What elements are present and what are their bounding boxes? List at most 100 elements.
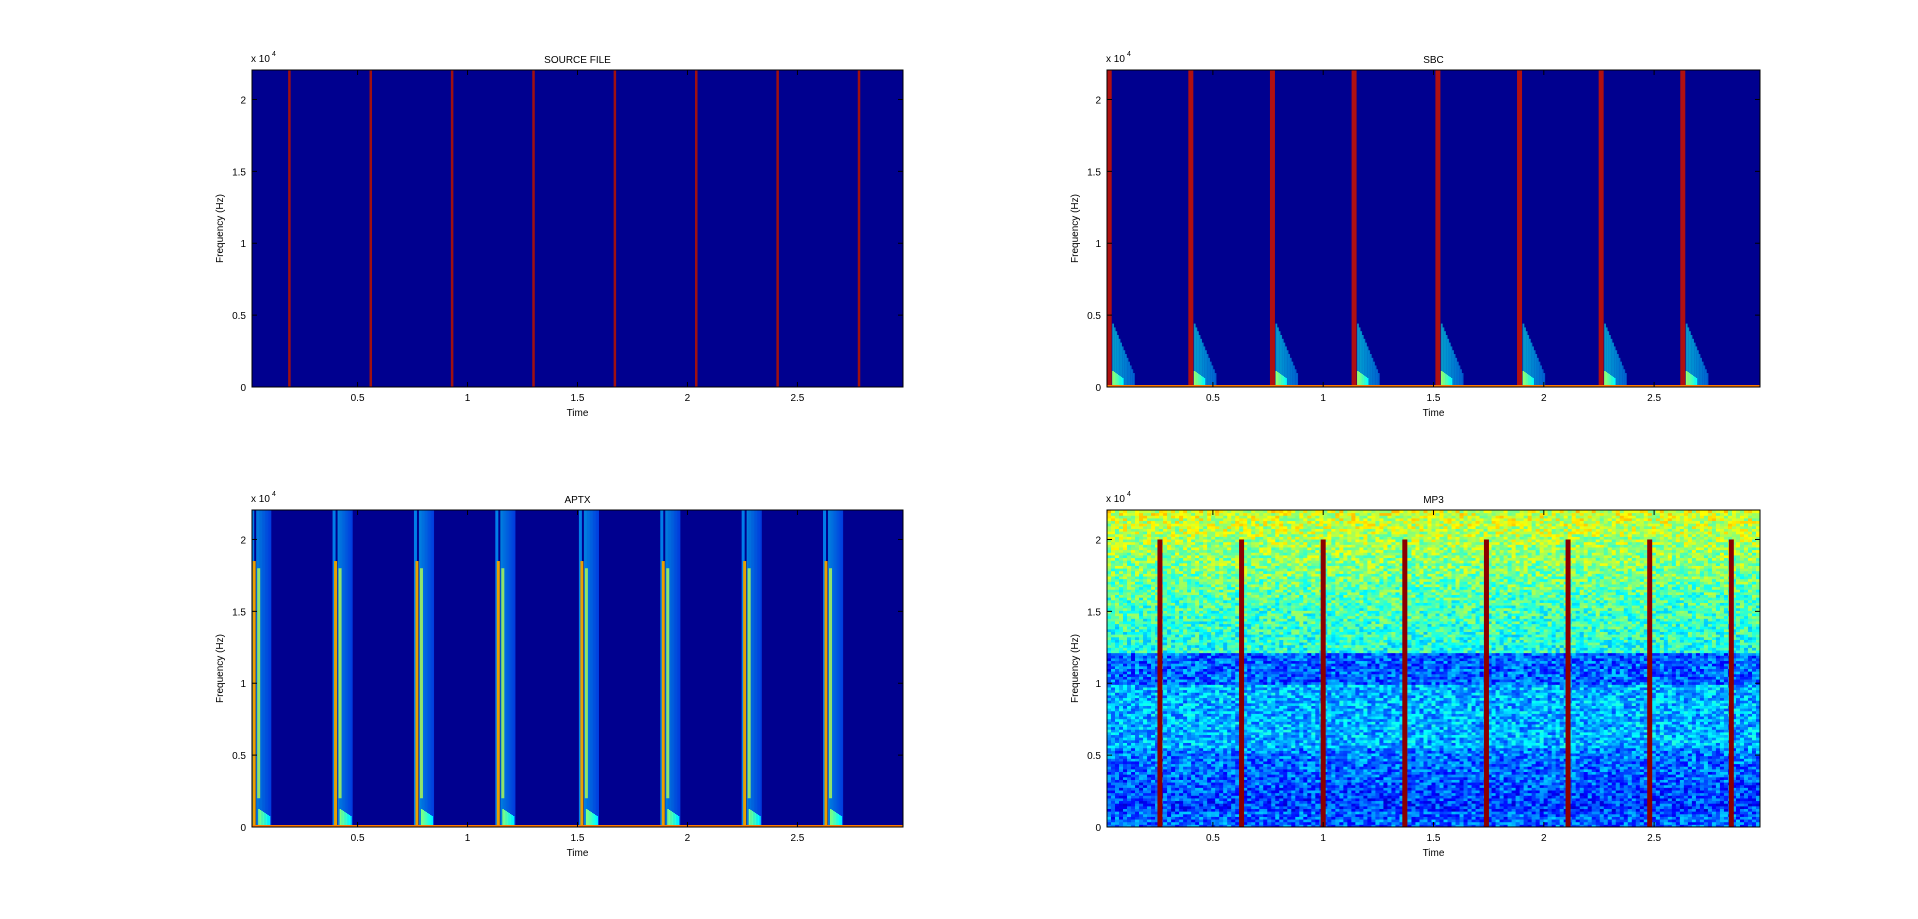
click-line-5 [613, 70, 617, 387]
click-line-3 [450, 70, 454, 387]
click-line-6 [661, 561, 665, 827]
plot-background [1107, 70, 1760, 387]
click-line-3 [1269, 70, 1275, 387]
y-tick-label: 2 [1095, 95, 1101, 106]
y-tick-label: 2 [240, 95, 246, 106]
click-line-4 [1351, 70, 1357, 387]
click-line-2 [1239, 539, 1245, 827]
y-exponent-power: 4 [1127, 51, 1131, 58]
spectrogram-panel-2: 0.5 1 1.5 2 2.5 0 0.5 1 1.5 2 x 10 4 SBC Time Frequenc… [1070, 51, 1761, 419]
x-axis-label: Time [1423, 848, 1445, 859]
y-tick-label: 1.5 [232, 607, 246, 618]
y-exponent-power: 4 [1127, 491, 1131, 498]
x-tick-label: 0.5 [351, 833, 365, 844]
x-tick-label: 2.5 [790, 393, 804, 404]
y-tick-label: 0 [240, 383, 246, 394]
spectrogram-image [252, 70, 903, 387]
y-tick-label: 0.5 [232, 311, 246, 322]
click-line-1 [1157, 539, 1163, 827]
x-tick-label: 1 [465, 833, 471, 844]
click-line-6 [1517, 70, 1523, 387]
y-tick-label: 2 [240, 535, 246, 546]
y-tick-label: 1 [1095, 239, 1101, 250]
click-line-1 [288, 70, 291, 387]
y-exponent-label: x 10 [251, 54, 270, 65]
click-line-5 [580, 561, 584, 827]
x-tick-label: 2.5 [1647, 393, 1661, 404]
y-axis-label: Frequency (Hz) [1070, 194, 1081, 263]
y-tick-label: 2 [1095, 535, 1101, 546]
y-tick-label: 1.5 [1087, 607, 1101, 618]
click-line-5 [1435, 70, 1441, 387]
plot-background [252, 510, 903, 827]
spectrogram-image [1107, 510, 1760, 827]
click-line-7 [776, 70, 779, 387]
spectrogram-image [252, 510, 903, 827]
x-tick-label: 1 [465, 393, 471, 404]
y-exponent-power: 4 [272, 491, 276, 498]
y-exponent-power: 4 [272, 51, 276, 58]
click-line-6 [1565, 539, 1571, 827]
chart-title: MP3 [1423, 495, 1444, 506]
x-tick-label: 2 [685, 393, 691, 404]
spectrogram-panel-3: 0.5 1 1.5 2 2.5 0 0.5 1 1.5 2 x 10 4 APTX Time Frequen… [215, 491, 904, 859]
y-tick-label: 0.5 [1087, 311, 1101, 322]
chart-title: APTX [564, 495, 590, 506]
click-line-3 [415, 561, 419, 827]
click-line-1 [252, 561, 256, 827]
y-axis-label: Frequency (Hz) [1070, 634, 1081, 703]
y-axis-label: Frequency (Hz) [215, 194, 226, 263]
x-tick-label: 2 [1541, 393, 1547, 404]
click-line-8 [824, 561, 828, 827]
chart-title: SBC [1423, 55, 1444, 66]
plot-background [252, 70, 903, 387]
x-axis-label: Time [1423, 408, 1445, 419]
y-exponent-label: x 10 [1106, 54, 1125, 65]
y-tick-label: 0 [1095, 823, 1101, 834]
y-exponent-label: x 10 [251, 494, 270, 505]
click-line-1 [1107, 70, 1112, 387]
y-exponent-label: x 10 [1106, 494, 1125, 505]
click-line-4 [532, 70, 535, 387]
click-line-7 [1647, 539, 1653, 827]
click-line-3 [1320, 539, 1326, 827]
y-axis-label: Frequency (Hz) [215, 634, 226, 703]
y-tick-label: 1 [240, 239, 246, 250]
x-tick-label: 2.5 [1647, 833, 1661, 844]
click-line-4 [1402, 539, 1408, 827]
x-axis-label: Time [567, 408, 589, 419]
y-tick-label: 1.5 [1087, 167, 1101, 178]
spectrogram-image [1107, 70, 1760, 387]
x-tick-label: 1.5 [571, 833, 585, 844]
y-tick-label: 1 [1095, 679, 1101, 690]
click-line-2 [334, 561, 338, 827]
x-tick-label: 1 [1320, 393, 1326, 404]
x-axis-label: Time [567, 848, 589, 859]
x-tick-label: 0.5 [1206, 833, 1220, 844]
click-line-8 [1680, 70, 1686, 387]
x-tick-label: 2.5 [790, 833, 804, 844]
click-line-7 [743, 561, 747, 827]
x-tick-label: 1.5 [1427, 833, 1441, 844]
click-line-2 [1188, 70, 1194, 387]
click-line-2 [369, 70, 373, 387]
x-tick-label: 2 [685, 833, 691, 844]
y-tick-label: 0.5 [232, 751, 246, 762]
y-tick-label: 1 [240, 679, 246, 690]
chart-title: SOURCE FILE [544, 55, 611, 66]
click-line-4 [496, 561, 500, 827]
click-line-8 [857, 70, 861, 387]
y-tick-label: 0 [240, 823, 246, 834]
y-tick-label: 1.5 [232, 167, 246, 178]
y-tick-label: 0 [1095, 383, 1101, 394]
click-line-6 [695, 70, 698, 387]
x-tick-label: 2 [1541, 833, 1547, 844]
x-tick-label: 1.5 [571, 393, 585, 404]
spectrogram-panel-1: 0.5 1 1.5 2 2.5 0 0.5 1 1.5 2 x 10 4 SOURCE FILE Time… [215, 51, 904, 419]
x-tick-label: 1 [1320, 833, 1326, 844]
x-tick-label: 0.5 [1206, 393, 1220, 404]
y-tick-label: 0.5 [1087, 751, 1101, 762]
x-tick-label: 0.5 [351, 393, 365, 404]
